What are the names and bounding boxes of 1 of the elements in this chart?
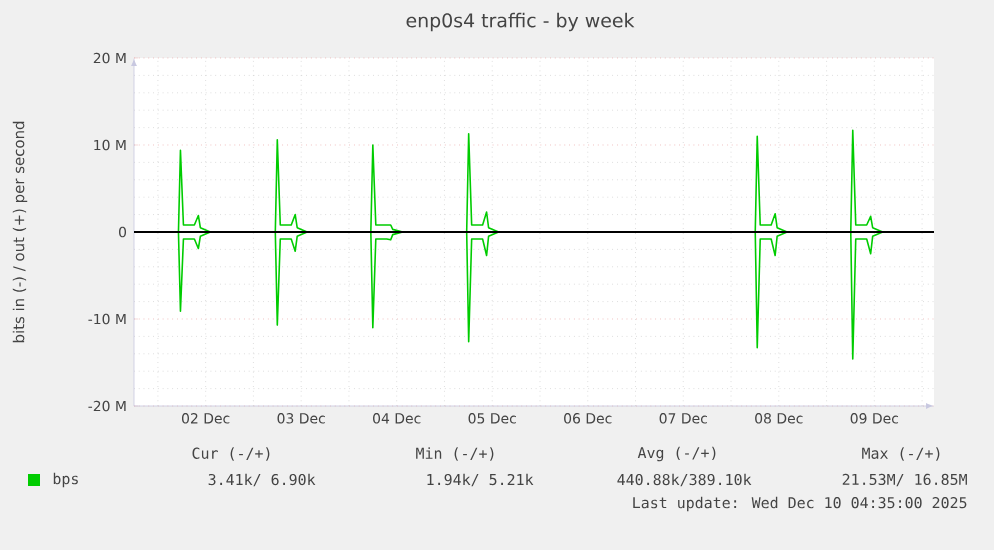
chart-title: enp0s4 traffic - by week bbox=[406, 12, 635, 32]
